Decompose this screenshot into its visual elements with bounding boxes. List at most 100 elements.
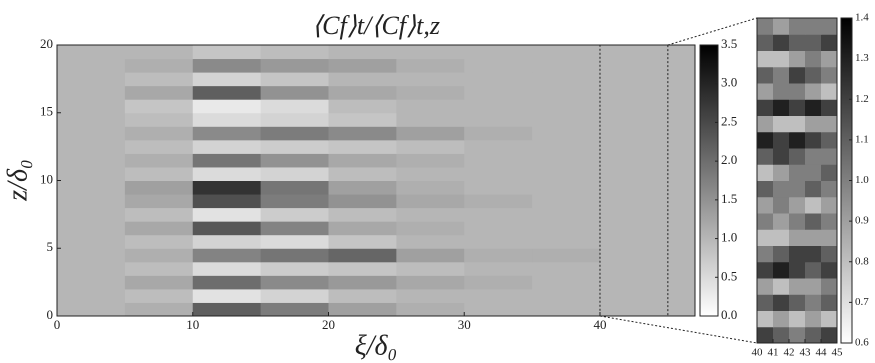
heat-cell	[532, 126, 601, 141]
heat-cell	[821, 180, 838, 198]
heat-cell	[464, 112, 533, 127]
heat-cell	[789, 245, 806, 263]
heat-cell	[599, 234, 696, 249]
heat-cell	[192, 180, 262, 195]
heat-cell	[260, 112, 329, 127]
heat-cell	[789, 196, 806, 214]
heat-cell	[757, 18, 774, 35]
heat-cell	[599, 126, 696, 141]
colorbar-tick-label: 0.7	[855, 296, 869, 308]
heat-cell	[260, 207, 329, 222]
heat-cell	[773, 261, 790, 279]
heat-cell	[789, 310, 806, 328]
heat-cell	[124, 126, 194, 141]
colorbar-tick-label: 1.4	[855, 12, 869, 24]
heat-cell	[464, 248, 533, 263]
heat-cell	[464, 85, 533, 100]
heat-cell	[124, 275, 194, 290]
heat-cell	[124, 58, 194, 73]
heat-cell	[328, 248, 397, 263]
heat-cell	[805, 66, 822, 84]
heat-cell	[57, 166, 126, 181]
heat-cell	[532, 248, 601, 263]
heat-cell	[789, 213, 806, 230]
colorbar-tick-label: 0.9	[855, 215, 869, 227]
heat-cell	[773, 66, 790, 84]
heat-cell	[260, 72, 329, 87]
x-tick-label: 43	[800, 347, 812, 359]
colorbar	[699, 44, 719, 317]
heat-cell	[124, 112, 194, 127]
heat-cell	[396, 58, 465, 73]
heat-cell	[757, 196, 774, 214]
heat-cell	[599, 207, 696, 222]
heat-cell	[192, 153, 262, 168]
heat-cell	[57, 207, 126, 222]
heat-cell	[789, 131, 806, 149]
heat-cell	[773, 34, 790, 51]
heat-cell	[124, 139, 194, 154]
heat-cell	[821, 278, 838, 295]
heat-cell	[57, 112, 126, 127]
heat-cell	[396, 99, 465, 114]
heat-cell	[464, 166, 533, 181]
heat-cell	[821, 196, 838, 214]
heat-cell	[773, 164, 790, 181]
heat-cell	[396, 288, 465, 303]
heat-cell	[805, 326, 822, 344]
heat-cell	[805, 18, 822, 35]
heat-cell	[464, 153, 533, 168]
heat-cell	[396, 166, 465, 181]
x-tick-label: 44	[816, 347, 828, 359]
colorbar-tick-label: 1.5	[721, 191, 737, 206]
heat-cell	[757, 164, 774, 181]
heat-cell	[599, 72, 696, 87]
heat-cell	[805, 115, 822, 133]
heat-cell	[821, 50, 838, 68]
heat-cell	[124, 180, 194, 195]
heat-cell	[805, 278, 822, 295]
heat-cell	[789, 148, 806, 165]
heat-cell	[124, 85, 194, 100]
heat-cell	[805, 83, 822, 100]
heat-cell	[396, 207, 465, 222]
heat-cell	[599, 180, 696, 195]
heat-cell	[328, 99, 397, 114]
heat-cell	[57, 261, 126, 276]
heat-cell	[124, 194, 194, 209]
heat-cell	[57, 153, 126, 168]
heat-cell	[260, 248, 329, 263]
heat-cell	[124, 248, 194, 263]
heat-cell	[192, 72, 262, 87]
heat-cell	[192, 58, 262, 73]
heat-cell	[464, 275, 533, 290]
heat-cell	[328, 207, 397, 222]
heat-cell	[57, 85, 126, 100]
x-tick-label: 20	[322, 317, 335, 332]
heat-cell	[789, 66, 806, 84]
colorbar-tick-label: 0.5	[721, 268, 737, 283]
heat-cell	[532, 275, 601, 290]
heat-cell	[192, 302, 262, 317]
heat-cell	[757, 50, 774, 68]
heat-cell	[260, 85, 329, 100]
heat-cell	[57, 72, 126, 87]
y-axis-label: z/δ₀	[2, 159, 33, 201]
heat-cell	[328, 288, 397, 303]
heat-cell	[192, 288, 262, 303]
colorbar-tick-label: 1.0	[855, 174, 869, 186]
heat-cell	[328, 153, 397, 168]
y-tick-label: 5	[47, 239, 54, 254]
heat-cell	[805, 99, 822, 116]
heat-cell	[532, 166, 601, 181]
heat-cell	[464, 207, 533, 222]
colorbar-tick-label: 3.5	[721, 36, 737, 51]
plot-frame	[756, 17, 838, 344]
heat-cell	[260, 275, 329, 290]
heat-cell	[396, 221, 465, 236]
heat-cell	[789, 164, 806, 181]
heat-cell	[773, 148, 790, 165]
heat-cell	[773, 180, 790, 198]
heat-cell	[789, 326, 806, 344]
